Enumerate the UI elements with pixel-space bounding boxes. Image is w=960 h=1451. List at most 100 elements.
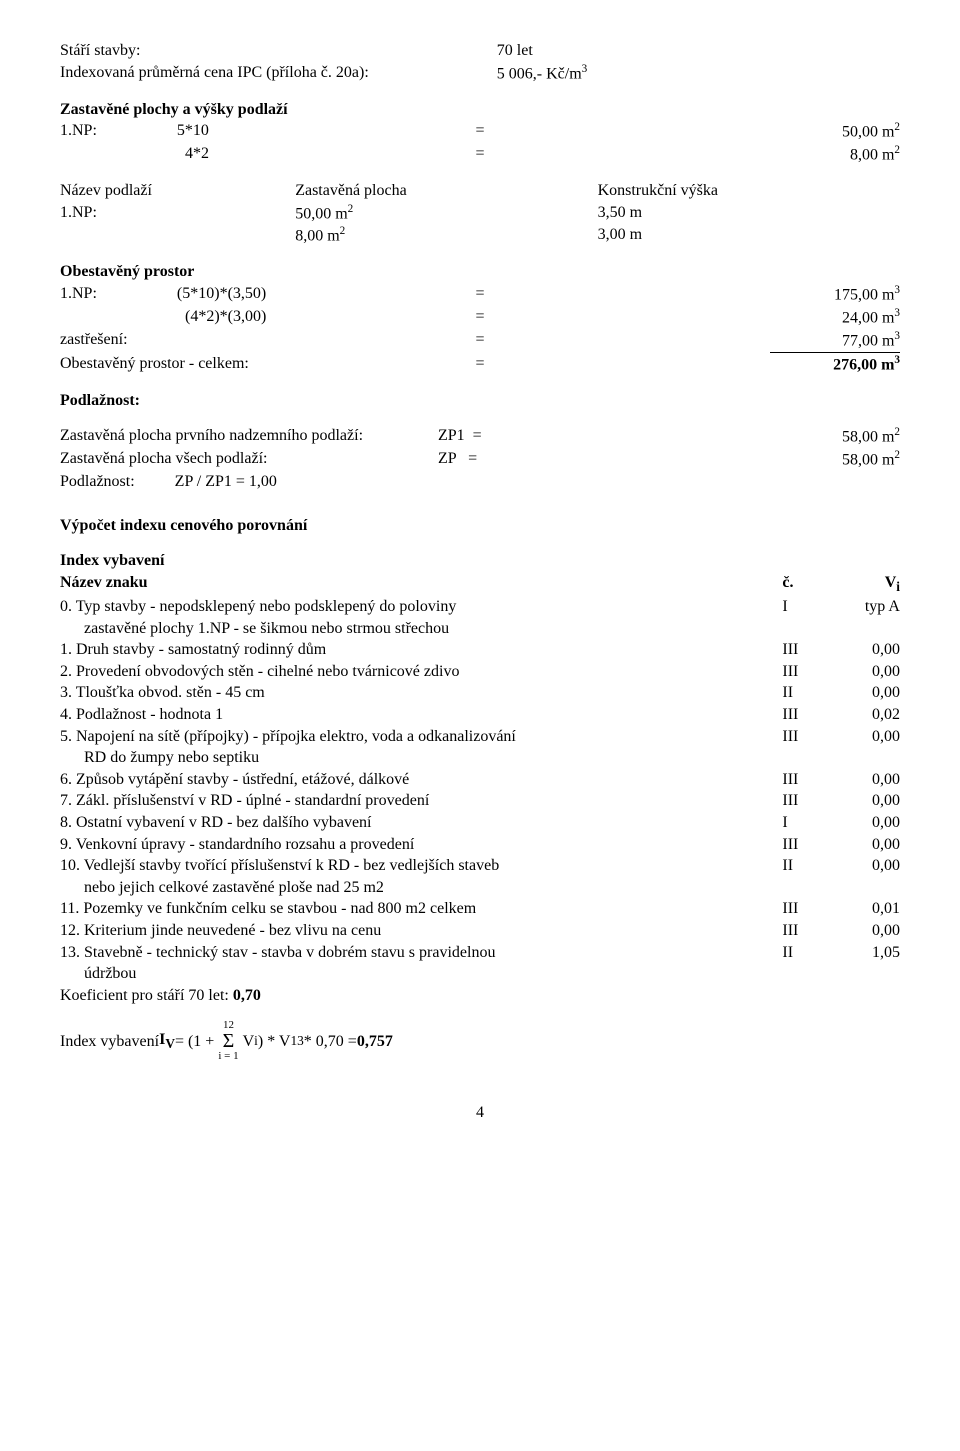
row-2-r: 0,00 [841,661,900,683]
formula-pre: Index vybavení [60,1031,159,1053]
obest-r1-l: 1.NP: [60,285,97,302]
row-10-r: 0,00 [841,855,900,877]
row-0-r: typ A [841,596,900,618]
ivyb-heading: Index vybavení [60,550,900,572]
floor-row-2: 8,00 m2 3,00 m [60,224,900,247]
floor-r1c2: 50,00 m2 [295,202,597,225]
obest-r2-val: 24,00 m3 [522,306,900,329]
zast-r2-eq: = [438,143,522,166]
formula-result: 0,757 [357,1031,393,1053]
sigma-icon: 12 Σ i = 1 [218,1020,238,1062]
row-12-l: 12. Kriterium jinde neuvedené - bez vliv… [60,920,782,942]
row-5-l: 5. Napojení na sítě (přípojky) - přípojk… [60,726,782,748]
podl-row-1: Zastavěná plocha prvního nadzemního podl… [60,425,900,448]
row-3-r: 0,00 [841,682,900,704]
obest-r3-val: 77,00 m3 [522,329,900,352]
age-row: Stáří stavby: 70 let [60,40,900,62]
obest-r2-expr: (4*2)*(3,00) [185,308,266,325]
obest-r1-val: 175,00 m3 [522,283,900,306]
zast-heading: Zastavěné plochy a výšky podlaží [60,99,900,121]
obest-heading: Obestavěný prostor [60,261,900,283]
row-6-l: 6. Způsob vytápění stavby - ústřední, et… [60,769,782,791]
row-9-r: 0,00 [841,834,900,856]
row-8-r: 0,00 [841,812,900,834]
obest-r3-eq: = [438,329,522,352]
row-4-l: 4. Podlažnost - hodnota 1 [60,704,782,726]
row-0-m: I [782,596,841,618]
row-4: 4. Podlažnost - hodnota 1 III 0,02 [60,704,900,726]
age-label: Stáří stavby: [60,40,497,62]
podl-r2-m: ZP = [438,448,522,471]
podl-heading: Podlažnost: [60,390,900,412]
page-number: 4 [60,1102,900,1124]
row-3-l: 3. Tloušťka obvod. stěn - 45 cm [60,682,782,704]
row-7-m: III [782,790,841,812]
floor-r1c3: 3,50 m [598,202,900,225]
row-11-l: 11. Pozemky ve funkčním celku se stavbou… [60,898,782,920]
row-6-m: III [782,769,841,791]
row-9-l: 9. Venkovní úpravy - standardního rozsah… [60,834,782,856]
floor-row-1: 1.NP: 50,00 m2 3,50 m [60,202,900,225]
row-10b: nebo jejich celkové zastavěné ploše nad … [60,877,900,899]
zast-r1-eq: = [438,120,522,143]
row-1-r: 0,00 [841,639,900,661]
row-2-l: 2. Provedení obvodových stěn - cihelné n… [60,661,782,683]
row-3: 3. Tloušťka obvod. stěn - 45 cm II 0,00 [60,682,900,704]
row-1-m: III [782,639,841,661]
obest-r1-eq: = [438,283,522,306]
row-13-m: II [782,942,841,964]
age-value: 70 let [497,40,533,62]
podl-r2-val: 58,00 m2 [522,448,900,471]
obest-r4-l: Obestavěný prostor - celkem: [60,353,438,376]
row-11-m: III [782,898,841,920]
row-2-m: III [782,661,841,683]
floor-r1c1: 1.NP: [60,202,295,225]
formula-line: Index vybavení IV = (1 + 12 Σ i = 1 Vi )… [60,1020,900,1062]
floor-h3: Konstrukční výška [598,180,900,202]
row-2: 2. Provedení obvodových stěn - cihelné n… [60,661,900,683]
obest-r3-l: zastřešení: [60,329,438,352]
row-9-m: III [782,834,841,856]
zast-r1-expr: 5*10 [177,122,209,139]
index-h2: č. [782,572,841,596]
row-6: 6. Způsob vytápění stavby - ústřední, et… [60,769,900,791]
vyp-heading: Výpočet indexu cenového porovnání [60,515,900,537]
obest-r2-eq: = [438,306,522,329]
ipc-value: 5 006,- Kč/m3 [497,62,587,85]
row-10-m: II [782,855,841,877]
floor-r2c3: 3,00 m [598,224,900,247]
obest-row-1: 1.NP: (5*10)*(3,50) = 175,00 m3 [60,283,900,306]
row-5: 5. Napojení na sítě (přípojky) - přípojk… [60,726,900,748]
zast-r1-label: 1.NP: [60,122,97,139]
floor-h2: Zastavěná plocha [295,180,597,202]
row-6-r: 0,00 [841,769,900,791]
index-h3: Vi [841,572,900,596]
row-13-l: 13. Stavebně - technický stav - stavba v… [60,942,782,964]
row-8-m: I [782,812,841,834]
podl-r1-m: ZP1 = [438,425,522,448]
row-11: 11. Pozemky ve funkčním celku se stavbou… [60,898,900,920]
floor-header: Název podlaží Zastavěná plocha Konstrukč… [60,180,900,202]
row-8-l: 8. Ostatní vybavení v RD - bez dalšího v… [60,812,782,834]
row-9: 9. Venkovní úpravy - standardního rozsah… [60,834,900,856]
row-13b: údržbou [60,963,900,985]
zast-r1-val: 50,00 m2 [522,120,900,143]
row-0-l: 0. Typ stavby - nepodsklepený nebo podsk… [60,596,782,618]
row-13: 13. Stavebně - technický stav - stavba v… [60,942,900,964]
index-header-row: Název znaku č. Vi [60,572,900,596]
obest-r4-eq: = [438,353,522,376]
obest-r1-expr: (5*10)*(3,50) [177,285,266,302]
podl-r1-val: 58,00 m2 [522,425,900,448]
obest-row-3: zastřešení: = 77,00 m3 [60,329,900,352]
row-13-r: 1,05 [841,942,900,964]
ipc-row: Indexovaná průměrná cena IPC (příloha č.… [60,62,900,85]
podl-r1-l: Zastavěná plocha prvního nadzemního podl… [60,425,438,448]
ipc-label: Indexovaná průměrná cena IPC (příloha č.… [60,62,497,85]
row-5b: RD do žumpy nebo septiku [60,747,900,769]
floor-h1: Název podlaží [60,180,295,202]
row-11-r: 0,01 [841,898,900,920]
zast-r2-expr: 4*2 [185,145,209,162]
row-1-l: 1. Druh stavby - samostatný rodinný dům [60,639,782,661]
row-4-m: III [782,704,841,726]
row-7-r: 0,00 [841,790,900,812]
